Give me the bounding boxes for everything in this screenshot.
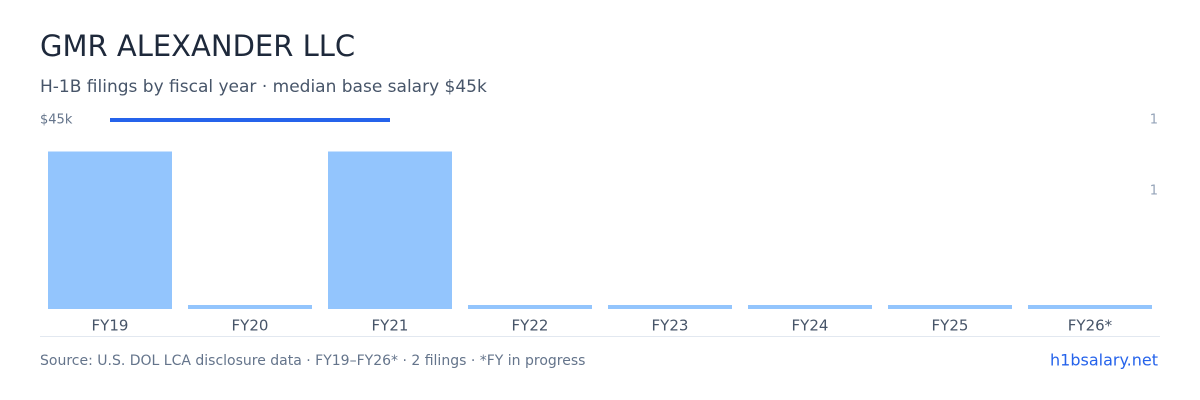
bar [328, 151, 452, 309]
bar [748, 305, 872, 309]
x-tick-label: FY21 [372, 317, 409, 335]
bar [608, 305, 732, 309]
x-tick-label: FY22 [512, 317, 549, 335]
x-tick-label: FY25 [932, 317, 969, 335]
x-tick-label: FY23 [652, 317, 689, 335]
bar [468, 305, 592, 309]
x-tick-label: FY24 [792, 317, 829, 335]
bar [188, 305, 312, 309]
y-tick-label: 1 [1150, 183, 1158, 198]
y2-tick-label: $45k [40, 113, 73, 128]
site-link[interactable]: h1bsalary.net [1050, 351, 1158, 370]
bar [48, 151, 172, 309]
x-tick-label: FY19 [92, 317, 129, 335]
bar [888, 305, 1012, 309]
source-note: Source: U.S. DOL LCA disclosure data · F… [40, 353, 585, 369]
y-tick-label: 1 [1150, 113, 1158, 128]
chart-subtitle: H-1B filings by fiscal year · median bas… [40, 77, 487, 97]
chart-title: GMR ALEXANDER LLC [40, 29, 355, 63]
x-tick-label: FY26* [1068, 317, 1113, 335]
x-tick-label: FY20 [232, 317, 269, 335]
bar [1028, 305, 1152, 309]
